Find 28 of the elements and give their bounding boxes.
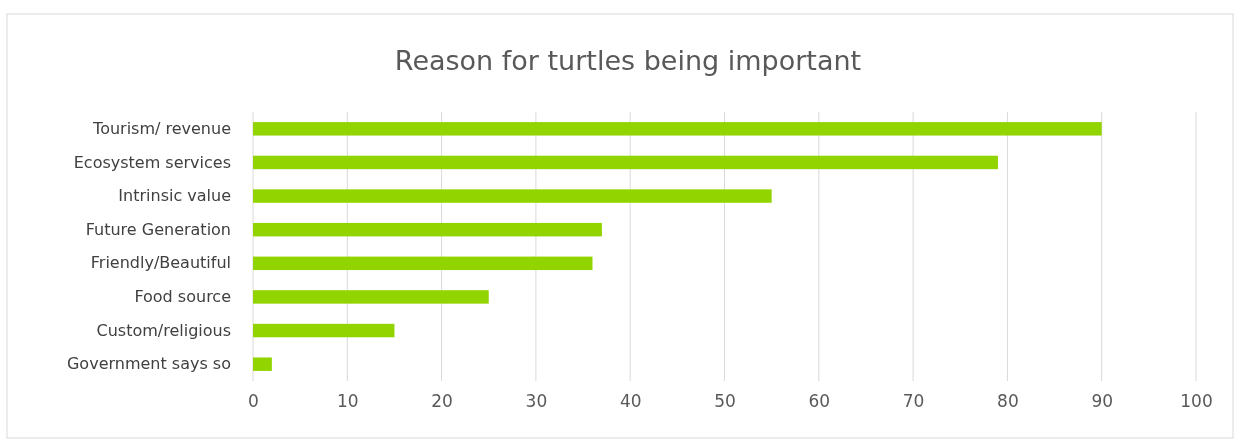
x-tick-label: 10 bbox=[336, 391, 359, 412]
bar bbox=[253, 155, 998, 170]
y-tick-label: Future Generation bbox=[85, 219, 231, 239]
x-tick-label: 80 bbox=[997, 391, 1019, 412]
y-tick-label: Friendly/Beautiful bbox=[90, 253, 231, 273]
bar bbox=[253, 357, 272, 371]
y-tick-label: Intrinsic value bbox=[118, 186, 231, 206]
bar bbox=[253, 122, 1102, 136]
y-tick-label: Food source bbox=[134, 287, 231, 307]
bar bbox=[253, 256, 593, 271]
x-tick-label: 60 bbox=[808, 391, 831, 412]
bar bbox=[253, 222, 602, 237]
chart-title: Reason for turtles being important bbox=[394, 45, 862, 76]
x-tick-label: 90 bbox=[1091, 391, 1114, 412]
x-tick-label: 30 bbox=[525, 391, 548, 412]
y-tick-label: Custom/religious bbox=[96, 320, 231, 340]
y-tick-label: Tourism/ revenue bbox=[92, 118, 231, 138]
x-tick-label: 100 bbox=[1180, 391, 1213, 412]
y-tick-label: Government says so bbox=[66, 354, 231, 374]
y-tick-label: Ecosystem services bbox=[73, 152, 231, 172]
x-tick-label: 20 bbox=[431, 391, 453, 412]
x-tick-label: 50 bbox=[714, 391, 736, 412]
x-tick-label: 70 bbox=[902, 391, 925, 412]
x-tick-label: 40 bbox=[619, 391, 642, 412]
bar bbox=[253, 323, 395, 338]
bar bbox=[253, 290, 489, 304]
x-tick-label: 0 bbox=[248, 391, 259, 412]
bar bbox=[253, 189, 772, 203]
